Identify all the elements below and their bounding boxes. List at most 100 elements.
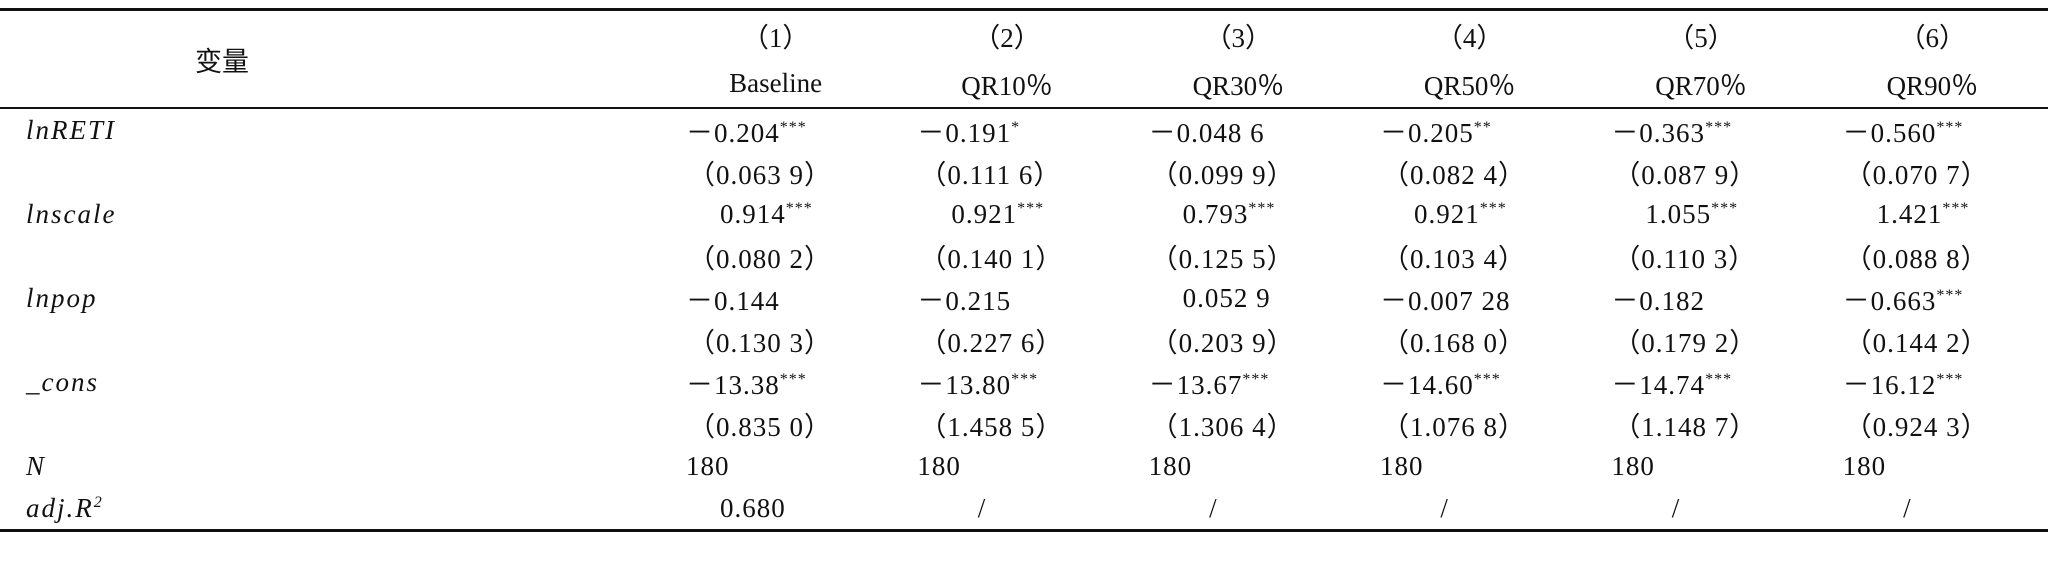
table-row: （0.130 3） （0.227 6） （0.203 9） （0.168 0） （0.1… xyxy=(0,319,2048,361)
cell-value: －13.38 xyxy=(686,369,780,400)
table-row: adj.R2 0.680 / / / / / xyxy=(0,487,2048,531)
cell-value: －0.363 xyxy=(1611,117,1706,148)
cell: 0.921*** xyxy=(1354,193,1585,235)
cell: （1.458 5） xyxy=(891,403,1122,445)
cell: 180 xyxy=(1354,445,1585,487)
cell-value: （1.458 5） xyxy=(919,411,1064,442)
cell-value: 0.914 xyxy=(720,198,786,229)
significance-stars: *** xyxy=(1942,199,1970,217)
header-row: 变量 （1） （2） （3） （4） （5） （6） xyxy=(0,10,2048,77)
table-body: lnRETI －0.204*** －0.191* －0.048 6 －0.205** －0… xyxy=(0,108,2048,531)
row-label xyxy=(0,151,660,193)
significance-stars: *** xyxy=(1705,118,1733,136)
cell-value: 180 xyxy=(917,450,961,481)
cell: －13.38*** xyxy=(660,361,891,403)
significance-stars: *** xyxy=(1936,370,1964,388)
row-label: adj.R2 xyxy=(26,492,104,523)
cell-value: －14.60 xyxy=(1379,369,1474,400)
cell-value: －0.215 xyxy=(917,285,1012,316)
cell: 180 xyxy=(660,445,891,487)
cell: （0.082 4） xyxy=(1354,151,1585,193)
column-number: （1） xyxy=(741,22,810,53)
cell-value: 1.055 xyxy=(1645,198,1712,229)
cell-value: / xyxy=(1903,492,1912,523)
column-label: QR90％ xyxy=(1886,70,1979,101)
cell: （1.148 7） xyxy=(1585,403,1816,445)
cell-value: （0.087 9） xyxy=(1613,159,1758,190)
cell: （0.835 0） xyxy=(660,403,891,445)
cell-value: （0.088 8） xyxy=(1844,243,1989,274)
cell-value: 180 xyxy=(1842,450,1887,481)
cell: / xyxy=(891,487,1122,531)
significance-stars: *** xyxy=(1479,199,1507,217)
cell: （0.125 5） xyxy=(1123,235,1354,277)
cell: （0.144 2） xyxy=(1817,319,2048,361)
table-row: lnscale 0.914*** 0.921*** 0.793*** 0.921*** 1… xyxy=(0,193,2048,235)
cell-value: （0.080 2） xyxy=(688,243,832,274)
row-label: N xyxy=(26,450,47,481)
cell-value: （0.125 5） xyxy=(1150,243,1295,274)
cell: （1.306 4） xyxy=(1123,403,1354,445)
significance-stars: *** xyxy=(785,199,813,217)
cell-value: （0.063 9） xyxy=(688,159,832,190)
table-row: lnRETI －0.204*** －0.191* －0.048 6 －0.205** －0… xyxy=(0,108,2048,151)
cell-value: 1.421 xyxy=(1876,198,1943,229)
cell-value: 180 xyxy=(686,450,730,481)
cell: －0.205** xyxy=(1354,108,1585,151)
cell: （0.203 9） xyxy=(1123,319,1354,361)
cell: －14.74*** xyxy=(1585,361,1816,403)
cell-value: －16.12 xyxy=(1842,369,1937,400)
cell-value: / xyxy=(1671,492,1681,523)
cell-value: （0.140 1） xyxy=(919,243,1064,274)
cell: 180 xyxy=(891,445,1122,487)
row-label: lnpop xyxy=(26,282,98,313)
row-label xyxy=(0,235,660,277)
superscript: 2 xyxy=(93,493,104,511)
cell: －13.80*** xyxy=(891,361,1122,403)
cell: －0.560*** xyxy=(1817,108,2048,151)
header-row: Baseline QR10％ QR30％ QR50％ QR70％ QR90％ xyxy=(0,59,2048,108)
cell-value: 0.680 xyxy=(720,492,786,523)
cell: / xyxy=(1585,487,1816,531)
cell-value: 180 xyxy=(1148,450,1193,481)
cell-value: 0.921 xyxy=(951,198,1018,229)
table-row: _cons －13.38*** －13.80*** －13.67*** －14.60**… xyxy=(0,361,2048,403)
table-header: 变量 （1） （2） （3） （4） （5） （6） Baseline QR10％ QR30％… xyxy=(0,9,2048,108)
cell-value: （0.082 4） xyxy=(1381,159,1526,190)
cell-value: / xyxy=(1209,492,1218,523)
column-number: （2） xyxy=(973,22,1041,53)
cell-value: （1.076 8） xyxy=(1381,411,1526,442)
cell-value: （0.924 3） xyxy=(1844,411,1989,442)
cell: （0.130 3） xyxy=(660,319,891,361)
cell-value: （0.103 4） xyxy=(1381,243,1526,274)
significance-stars: *** xyxy=(779,118,807,136)
cell-value: 180 xyxy=(1379,450,1424,481)
cell: / xyxy=(1123,487,1354,531)
variable-header: 变量 xyxy=(195,46,249,77)
cell: （0.168 0） xyxy=(1354,319,1585,361)
cell: （0.227 6） xyxy=(891,319,1122,361)
cell-value: －0.144 xyxy=(686,285,780,316)
cell-value: 0.921 xyxy=(1413,198,1480,229)
cell-value: －13.80 xyxy=(917,369,1012,400)
cell-value: （0.111 6） xyxy=(919,159,1062,190)
significance-stars: *** xyxy=(1705,370,1733,388)
significance-stars: *** xyxy=(1248,199,1276,217)
cell-value: （0.179 2） xyxy=(1613,327,1758,358)
cell-value: －0.663 xyxy=(1842,285,1937,316)
column-number: （5） xyxy=(1667,22,1735,53)
cell: （0.087 9） xyxy=(1585,151,1816,193)
cell-value: （0.070 7） xyxy=(1844,159,1989,190)
cell: －0.182 xyxy=(1585,277,1816,319)
regression-table: 变量 （1） （2） （3） （4） （5） （6） Baseline QR10％ QR30％… xyxy=(0,8,2048,532)
significance-stars: *** xyxy=(1242,370,1270,388)
row-label xyxy=(0,319,660,361)
row-label xyxy=(0,403,660,445)
cell-value: （0.144 2） xyxy=(1844,327,1989,358)
table-row: lnpop －0.144 －0.215 0.052 9 －0.007 28 －0.182 －… xyxy=(0,277,2048,319)
cell-value: （1.306 4） xyxy=(1150,411,1295,442)
cell-value: －0.007 28 xyxy=(1379,285,1511,316)
significance-stars: *** xyxy=(779,370,807,388)
column-number: （4） xyxy=(1435,22,1504,53)
